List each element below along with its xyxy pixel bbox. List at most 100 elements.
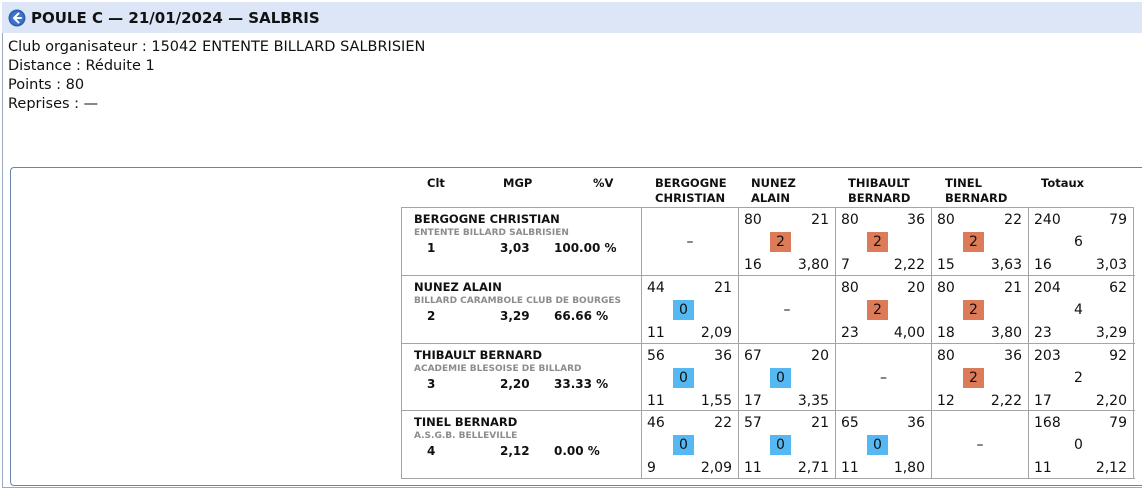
player-cell: TINEL BERNARD A.S.G.B. BELLEVILLE 4 2,12 0.0… <box>402 411 642 478</box>
match-cell: 80 21 16 3,80 2 <box>739 208 836 275</box>
match-average: 3,80 <box>797 257 829 273</box>
match-cell: 57 21 11 2,71 0 <box>739 411 836 478</box>
match-cell: 80 20 23 4,00 2 <box>836 276 932 343</box>
loss-badge: 0 <box>770 368 791 388</box>
header-opponent-3: THIBAULT BERNARD <box>848 176 911 205</box>
totals-cell: 203 92 17 2,20 2 <box>1029 344 1134 410</box>
points-info: Points : 80 <box>8 77 85 93</box>
match-cell: 80 36 7 2,22 2 <box>836 208 932 275</box>
match-best-series: 36 <box>907 415 925 431</box>
match-average: 3,35 <box>797 393 829 409</box>
player-name: THIBAULT BERNARD <box>414 348 543 362</box>
total-points: 240 <box>1034 212 1061 228</box>
match-best-series: 21 <box>1004 280 1022 296</box>
dash-mark: – <box>976 437 984 453</box>
loss-badge: 0 <box>867 435 888 455</box>
match-best-series: 36 <box>714 348 732 364</box>
total-points: 168 <box>1034 415 1061 431</box>
back-arrow-icon[interactable] <box>8 9 26 27</box>
player-win-percent: 0.00 % <box>554 444 600 458</box>
match-cell: 44 21 11 2,09 0 <box>642 276 739 343</box>
match-average: 2,09 <box>700 325 732 341</box>
match-innings: 15 <box>937 257 955 273</box>
match-innings: 7 <box>841 257 850 273</box>
player-win-percent: 100.00 % <box>554 241 617 255</box>
results-table: BERGOGNE CHRISTIAN ENTENTE BILLARD SALBRI… <box>401 207 1135 479</box>
player-club: ENTENTE BILLARD SALBRISIEN <box>414 228 569 238</box>
match-average: 2,71 <box>797 460 829 476</box>
header-pv: %V <box>593 176 614 190</box>
total-average: 3,29 <box>1095 325 1127 341</box>
win-badge: 2 <box>963 232 984 252</box>
player-mgp: 3,29 <box>500 309 530 323</box>
match-average: 3,63 <box>990 257 1022 273</box>
distance-info: Distance : Réduite 1 <box>8 58 155 74</box>
player-rank: 3 <box>427 377 436 391</box>
match-innings: 17 <box>744 393 762 409</box>
player-mgp: 2,20 <box>500 377 530 391</box>
reprises-info: Reprises : — <box>8 96 99 112</box>
match-average: 1,80 <box>893 460 925 476</box>
self-match-cell: – <box>932 411 1029 478</box>
match-best-series: 20 <box>907 280 925 296</box>
match-points: 80 <box>937 212 955 228</box>
total-average: 3,03 <box>1095 257 1127 273</box>
match-points: 80 <box>841 212 859 228</box>
player-name: NUNEZ ALAIN <box>414 280 502 294</box>
match-cell: 80 22 15 3,63 2 <box>932 208 1029 275</box>
player-mgp: 3,03 <box>500 241 530 255</box>
header-opponent-1: BERGOGNE CHRISTIAN <box>655 176 727 205</box>
player-club: BILLARD CARAMBOLE CLUB DE BOURGES <box>414 296 621 306</box>
table-row: BERGOGNE CHRISTIAN ENTENTE BILLARD SALBRI… <box>402 208 1135 276</box>
total-points: 203 <box>1034 348 1061 364</box>
match-points: 67 <box>744 348 762 364</box>
match-cell: 67 20 17 3,35 0 <box>739 344 836 410</box>
header-mgp: MGP <box>503 176 533 190</box>
organizer-club: Club organisateur : 15042 ENTENTE BILLAR… <box>8 39 426 55</box>
dash-mark: – <box>686 234 694 250</box>
match-best-series: 22 <box>1004 212 1022 228</box>
player-club: A.S.G.B. BELLEVILLE <box>414 431 518 441</box>
competition-info: Club organisateur : 15042 ENTENTE BILLAR… <box>8 38 425 114</box>
match-cell: 65 36 11 1,80 0 <box>836 411 932 478</box>
player-rank: 1 <box>427 241 436 255</box>
match-cell: 80 36 12 2,22 2 <box>932 344 1029 410</box>
match-cell: 46 22 9 2,09 0 <box>642 411 739 478</box>
match-best-series: 21 <box>714 280 732 296</box>
header-clt: Clt <box>427 176 445 190</box>
loss-badge: 0 <box>673 368 694 388</box>
table-row: TINEL BERNARD A.S.G.B. BELLEVILLE 4 2,12 0.0… <box>402 411 1135 479</box>
match-best-series: 36 <box>907 212 925 228</box>
loss-badge: 0 <box>673 300 694 320</box>
totals-cell: 168 79 11 2,12 0 <box>1029 411 1134 478</box>
match-average: 2,22 <box>893 257 925 273</box>
loss-badge: 0 <box>770 435 791 455</box>
table-row: THIBAULT BERNARD ACADEMIE BLESOISE DE BIL… <box>402 344 1135 411</box>
match-cell: 80 21 18 3,80 2 <box>932 276 1029 343</box>
win-badge: 2 <box>770 232 791 252</box>
total-innings: 17 <box>1034 393 1052 409</box>
match-innings: 23 <box>841 325 859 341</box>
player-rank: 4 <box>427 444 436 458</box>
match-average: 1,55 <box>700 393 732 409</box>
header-totaux: Totaux <box>1041 176 1085 190</box>
match-cell: 56 36 11 1,55 0 <box>642 344 739 410</box>
match-points: 56 <box>647 348 665 364</box>
match-points: 80 <box>841 280 859 296</box>
total-match-points: 2 <box>1074 370 1083 386</box>
self-match-cell: – <box>642 208 739 275</box>
match-innings: 11 <box>647 393 665 409</box>
total-average: 2,12 <box>1095 460 1127 476</box>
win-badge: 2 <box>867 300 888 320</box>
header-opponent-2: NUNEZ ALAIN <box>751 176 796 205</box>
win-badge: 2 <box>963 368 984 388</box>
total-best-series: 62 <box>1109 280 1127 296</box>
total-points: 204 <box>1034 280 1061 296</box>
totals-cell: 204 62 23 3,29 4 <box>1029 276 1134 343</box>
match-best-series: 36 <box>1004 348 1022 364</box>
match-innings: 12 <box>937 393 955 409</box>
loss-badge: 0 <box>673 435 694 455</box>
header-opponent-4: TINEL BERNARD <box>945 176 1008 205</box>
match-best-series: 20 <box>811 348 829 364</box>
player-name: BERGOGNE CHRISTIAN <box>414 212 560 226</box>
